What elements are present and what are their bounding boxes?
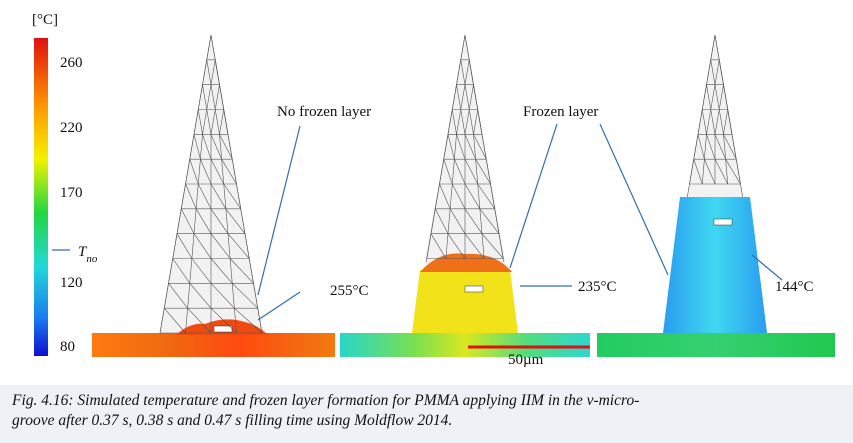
colorbar-tick: 260 — [60, 55, 83, 71]
base — [597, 333, 835, 357]
caption-line: groove after 0.37 s, 0.38 s and 0.47 s f… — [12, 412, 452, 429]
annotation: No frozen layer — [277, 104, 371, 120]
colorbar-tick: 170 — [60, 185, 83, 201]
temperature-label: 255°C — [330, 283, 369, 299]
unit-label: [°C] — [32, 12, 58, 28]
melt-region — [412, 270, 518, 333]
annotation: Frozen layer — [523, 104, 598, 120]
figure-page: [°C] 260 220 170 120 80 Tno 50µm No froz… — [0, 0, 853, 443]
colorbar-tick: 120 — [60, 275, 83, 291]
colorbar-tick: 80 — [60, 339, 75, 355]
melt-region — [663, 197, 767, 333]
scale-label: 50µm — [508, 352, 544, 368]
colorbar — [34, 38, 48, 356]
probe-label — [214, 326, 232, 332]
probe-label — [714, 219, 732, 225]
colorbar-tick: 220 — [60, 120, 83, 136]
temperature-label: 144°C — [775, 279, 814, 295]
probe-label — [465, 286, 483, 292]
base — [92, 333, 335, 357]
base — [340, 333, 590, 357]
temperature-label: 235°C — [578, 279, 617, 295]
caption-line: Fig. 4.16: Simulated temperature and fro… — [11, 392, 639, 409]
